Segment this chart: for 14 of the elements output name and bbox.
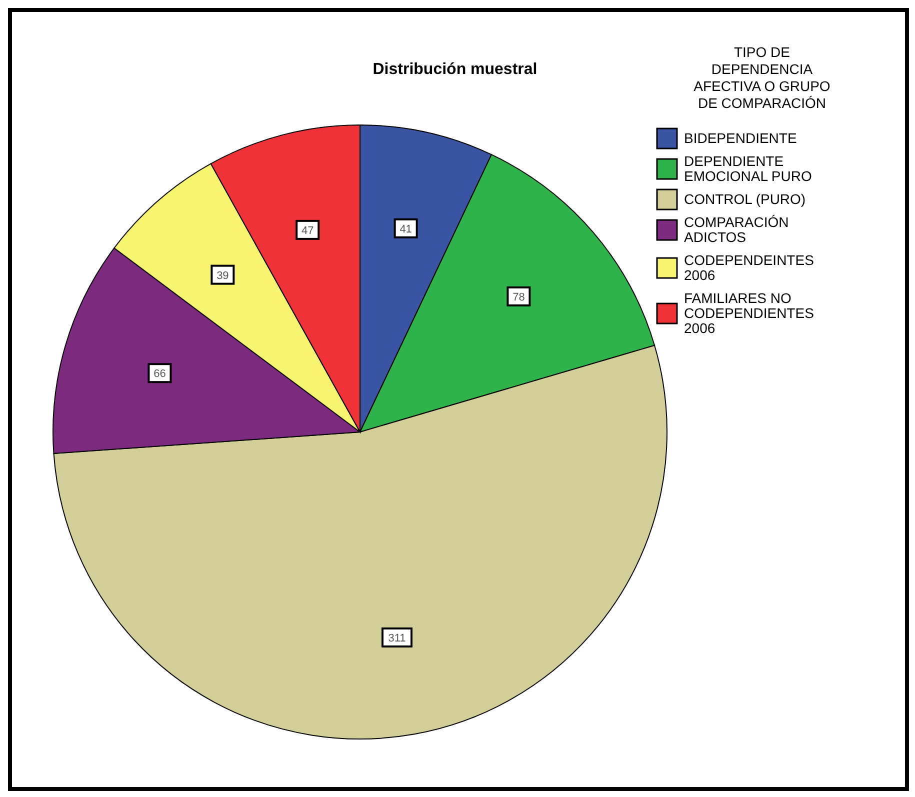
- legend-label: CONTROL (PURO): [684, 191, 806, 207]
- legend-label: DEPENDIENTE EMOCIONAL PURO: [684, 153, 812, 184]
- legend-label: CODEPENDEINTES 2006: [684, 252, 814, 283]
- data-label: 39: [216, 270, 229, 282]
- chart-title: Distribución muestral: [372, 61, 538, 78]
- legend-title: TIPO DE DEPENDENCIA AFECTIVA O GRUPO DE COMPARACIÓN: [694, 44, 830, 111]
- data-label: 66: [154, 368, 166, 380]
- legend-label: FAMILIARES NO CODEPENDIENTES 2006: [684, 290, 814, 336]
- data-label: 78: [512, 291, 525, 304]
- data-label: 41: [400, 223, 412, 236]
- data-label: 47: [301, 224, 314, 237]
- data-label: 311: [388, 632, 406, 644]
- legend-label: COMPARACIÓN ADICTOS: [684, 214, 789, 245]
- legend-label: BIDEPENDIENTE: [684, 130, 797, 146]
